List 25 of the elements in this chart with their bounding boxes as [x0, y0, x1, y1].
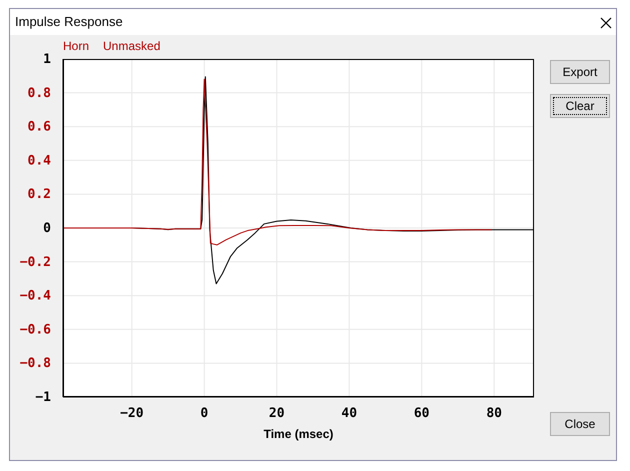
- y-tick-label: −1: [35, 390, 52, 405]
- x-axis-title: Time (msec): [264, 427, 334, 441]
- x-tick-label: 40: [341, 406, 358, 421]
- text: Unmasked: [103, 39, 160, 53]
- x-tick-label: 80: [486, 406, 502, 421]
- x-tick-label: 20: [268, 406, 285, 421]
- button: Clear: [550, 94, 610, 118]
- button: Export: [550, 60, 610, 84]
- text: Horn: [63, 39, 90, 53]
- y-tick-label: 0.8: [28, 86, 52, 101]
- y-tick-label: 0.2: [28, 187, 51, 202]
- y-tick-label: −0.2: [20, 254, 51, 270]
- y-tick-label: 0.4: [28, 153, 52, 168]
- x-tick-label: 0: [200, 406, 208, 421]
- x-tick-label: −20: [120, 406, 144, 421]
- y-tick-label: −0.6: [20, 322, 52, 338]
- x-tick-label: 60: [414, 406, 430, 421]
- y-tick-label: 1: [43, 52, 52, 67]
- line-series: [63, 78, 492, 246]
- y-tick-label: −0.4: [20, 288, 52, 304]
- y-tick-label: 0.6: [28, 120, 52, 135]
- chart-title: Impulse Response: [10, 9, 616, 35]
- button: Close: [550, 412, 610, 436]
- y-tick-label: −0.8: [20, 356, 52, 372]
- y-tick-label: 0: [43, 221, 52, 236]
